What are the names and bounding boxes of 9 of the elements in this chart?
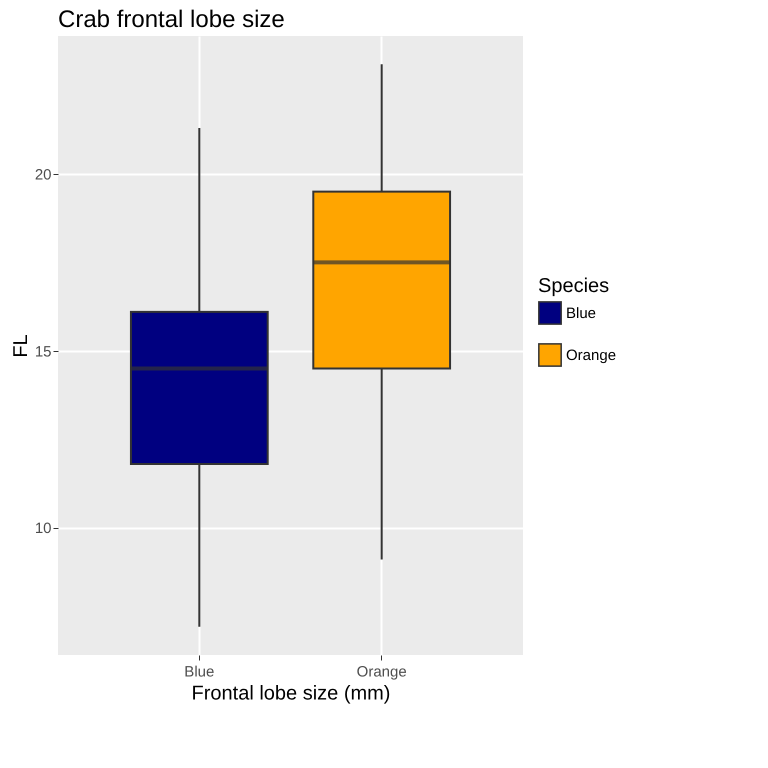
y-axis-title: FL: [10, 334, 32, 358]
y-tick-label: 10: [34, 520, 52, 538]
legend-title: Species: [538, 275, 610, 297]
legend-label: Blue: [566, 305, 596, 322]
chart-title: Crab frontal lobe size: [58, 6, 285, 33]
y-tick-label: 15: [34, 343, 52, 360]
y-tick-label: 20: [34, 166, 52, 184]
legend-label: Orange: [566, 347, 616, 364]
x-axis-title: Frontal lobe size (mm): [192, 682, 390, 704]
